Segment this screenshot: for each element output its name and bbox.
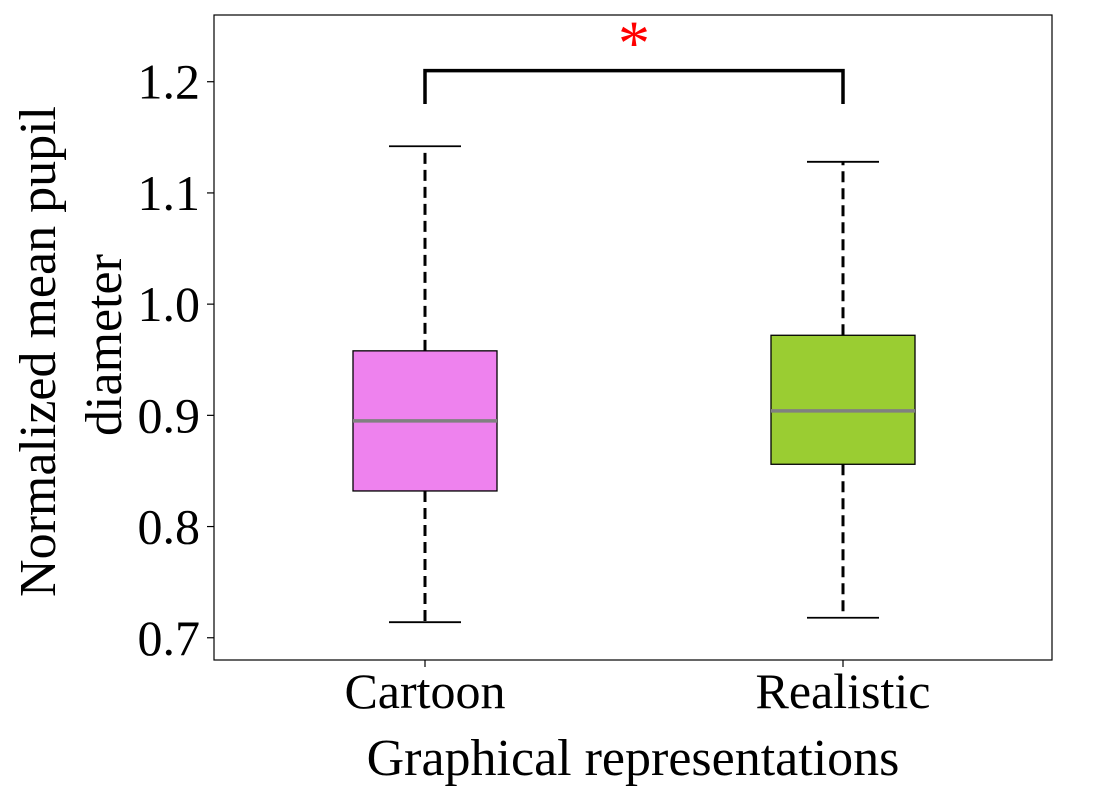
y-axis-title-line-2: diameter [76, 254, 133, 436]
x-tick-label: Cartoon [344, 663, 505, 719]
y-tick-label: 1.2 [138, 54, 201, 110]
y-axis-title-line-1: Normalized mean pupil [10, 106, 67, 597]
box-realistic [770, 160, 916, 619]
boxes [352, 145, 916, 624]
iqr-box [770, 334, 916, 465]
y-ticks: 0.7 0.8 0.9 1.0 1.1 1.2 [138, 54, 214, 666]
significance-bracket [423, 68, 845, 104]
x-ticks: Cartoon Realistic [344, 660, 930, 719]
y-axis-title: Normalized mean pupil diameter [10, 93, 133, 597]
significance-star: * [618, 8, 650, 79]
x-axis-title: Graphical representations [367, 730, 900, 787]
significance-annotation: * [423, 8, 845, 104]
plot-area-frame [213, 14, 1053, 661]
y-tick-label: 0.9 [138, 387, 201, 443]
y-tick-label: 1.0 [138, 276, 201, 332]
x-tick-label: Realistic [756, 663, 931, 719]
y-tick-label: 0.8 [138, 499, 201, 555]
y-tick-label: 1.1 [138, 165, 201, 221]
y-tick-label: 0.7 [138, 610, 201, 666]
box-cartoon [352, 145, 498, 624]
